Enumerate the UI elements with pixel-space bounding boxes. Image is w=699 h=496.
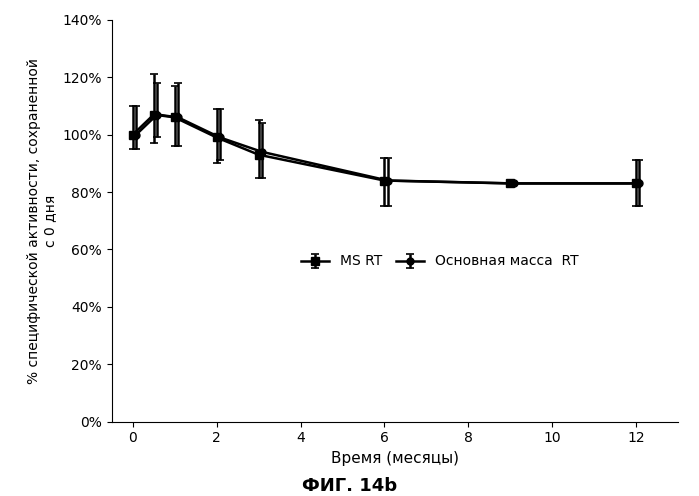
- Text: ФИГ. 14b: ФИГ. 14b: [302, 477, 397, 495]
- X-axis label: Время (месяцы): Время (месяцы): [331, 451, 459, 466]
- Legend: MS RT, Основная масса  RT: MS RT, Основная масса RT: [296, 249, 584, 274]
- Y-axis label: % специфической активности, сохраненной
с 0 дня: % специфической активности, сохраненной …: [27, 58, 57, 384]
